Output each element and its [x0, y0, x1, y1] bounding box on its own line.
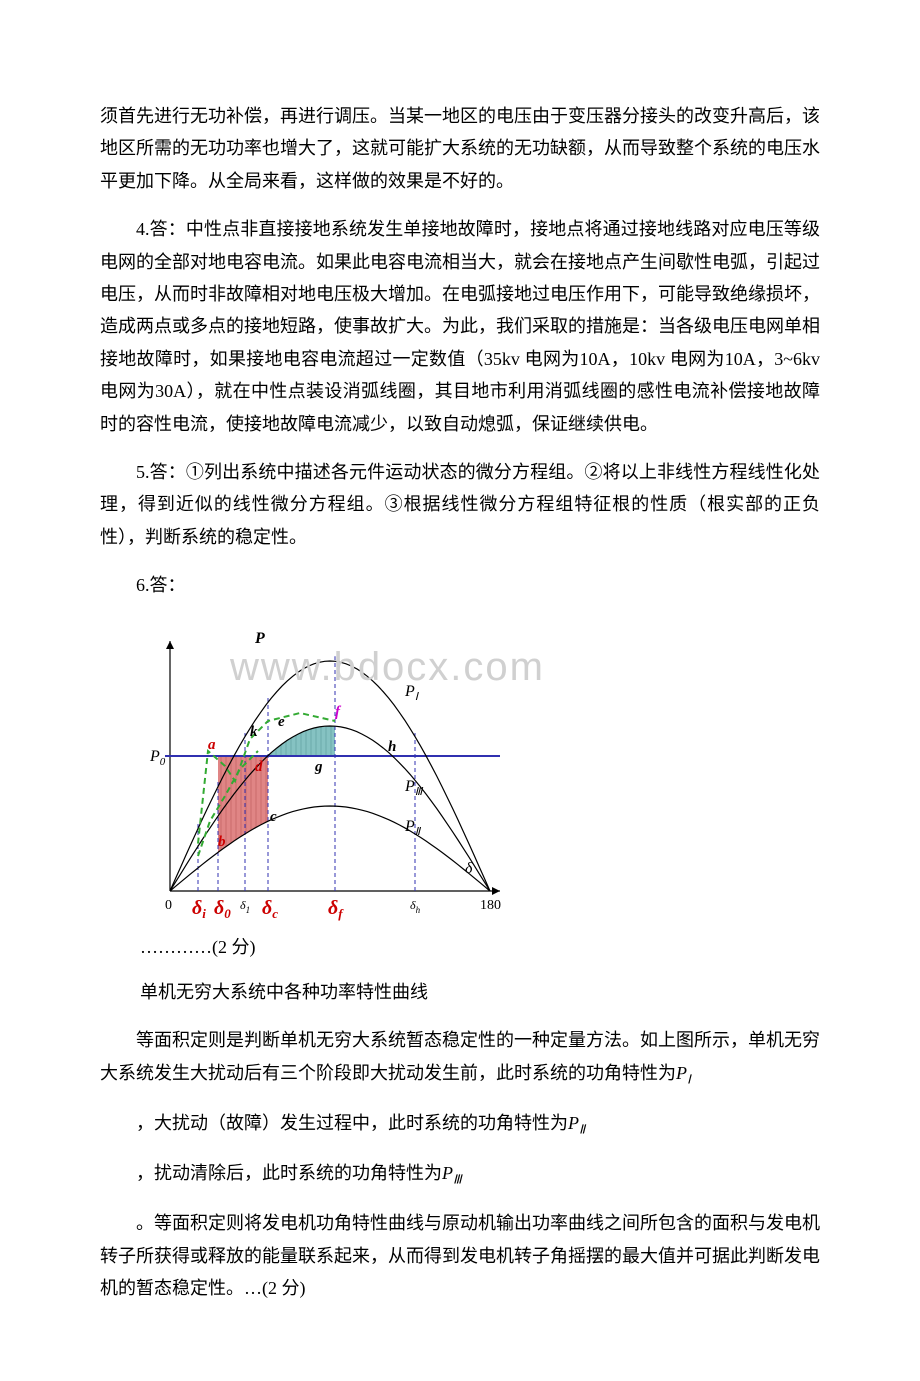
- svg-text:δ: δ: [465, 860, 473, 877]
- svg-text:δi: δi: [192, 897, 206, 921]
- equal-area-conclusion: 。等面积定则将发电机功角特性曲线与原动机输出功率曲线之间所包含的面积与发电机转子…: [100, 1207, 820, 1304]
- svg-text:c: c: [270, 809, 277, 825]
- svg-text:g: g: [314, 759, 323, 775]
- answer-5: 5.答：①列出系统中描述各元件运动状态的微分方程组。②将以上非线性方程线性化处理…: [100, 456, 820, 553]
- power-angle-diagram: PⅠ PⅡ PⅢ P0 a b c d e f g h k 0 δi δ0 δ1 δc δf δh 180 Pδ: [140, 621, 520, 921]
- p2-symbol: PⅡ: [568, 1113, 585, 1133]
- svg-text:h: h: [388, 739, 396, 755]
- svg-text:δ1: δ1: [240, 898, 250, 915]
- p2-symbol-sub: Ⅱ: [579, 1122, 585, 1136]
- svg-text:PⅠ: PⅠ: [404, 683, 420, 703]
- paragraph-continuation: 须首先进行无功补偿，再进行调压。当某一地区的电压由于变压器分接头的改变升高后，该…: [100, 100, 820, 197]
- answer-6-label: 6.答：: [100, 569, 820, 601]
- p1-symbol-sub: Ⅰ: [687, 1072, 691, 1086]
- svg-text:f: f: [335, 704, 342, 720]
- svg-text:0: 0: [165, 898, 172, 913]
- p3-symbol-p: P: [442, 1163, 453, 1183]
- equal-area-p2: ，大扰动（故障）发生过程中，此时系统的功角特性为PⅡ: [136, 1107, 820, 1141]
- equal-area-p3: ，扰动清除后，此时系统的功角特性为PⅢ: [136, 1157, 820, 1191]
- svg-text:δ0: δ0: [214, 897, 231, 921]
- svg-text:d: d: [255, 759, 263, 775]
- p3-symbol: PⅢ: [442, 1163, 462, 1183]
- score-note-1: …………(2 分): [140, 931, 820, 963]
- p3-symbol-sub: Ⅲ: [453, 1173, 462, 1187]
- power-angle-diagram-container: www.bdocx.com PⅠPⅡPⅢP0abcdefghk0δiδ0δ1δc…: [140, 621, 820, 921]
- diagram-svg: PⅠ PⅡ PⅢ P0 a b c d e f g h k 0 δi δ0 δ1 δc δf δh 180 Pδ: [140, 621, 520, 921]
- svg-text:P: P: [254, 630, 265, 647]
- equal-area-p2-text: ，大扰动（故障）发生过程中，此时系统的功角特性为: [136, 1113, 568, 1133]
- equal-area-p3-text: ，扰动清除后，此时系统的功角特性为: [136, 1163, 442, 1183]
- svg-text:b: b: [218, 834, 226, 850]
- svg-text:P0: P0: [149, 748, 166, 768]
- equal-area-p1: 等面积定则是判断单机无穷大系统暂态稳定性的一种定量方法。如上图所示，单机无穷大系…: [100, 1024, 820, 1091]
- svg-text:a: a: [208, 737, 216, 753]
- svg-text:δf: δf: [328, 897, 344, 921]
- p1-symbol-p: P: [676, 1063, 687, 1083]
- svg-text:k: k: [250, 724, 258, 740]
- diagram-caption: 单机无穷大系统中各种功率特性曲线: [140, 976, 820, 1008]
- svg-text:δc: δc: [262, 897, 278, 921]
- svg-text:PⅢ: PⅢ: [404, 778, 424, 798]
- svg-text:e: e: [278, 714, 285, 730]
- equal-area-p1-text: 等面积定则是判断单机无穷大系统暂态稳定性的一种定量方法。如上图所示，单机无穷大系…: [100, 1030, 820, 1082]
- p1-symbol: PⅠ: [676, 1063, 691, 1083]
- p2-symbol-p: P: [568, 1113, 579, 1133]
- svg-text:δh: δh: [410, 898, 421, 915]
- answer-4: 4.答：中性点非直接接地系统发生单接地故障时，接地点将通过接地线路对应电压等级电…: [100, 213, 820, 440]
- svg-text:180: 180: [480, 898, 501, 913]
- svg-text:PⅡ: PⅡ: [404, 818, 422, 838]
